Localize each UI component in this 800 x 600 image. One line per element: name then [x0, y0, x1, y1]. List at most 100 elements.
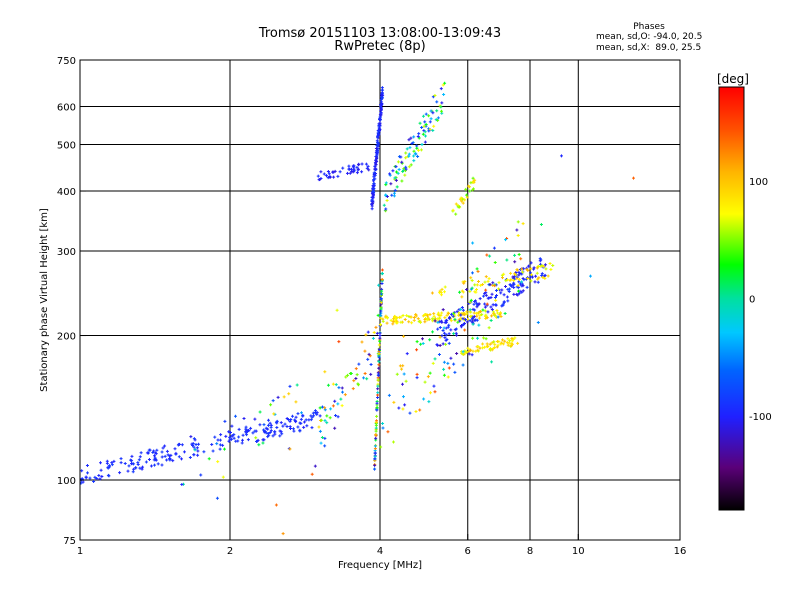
data-point-fourmhz-column [378, 339, 382, 343]
data-point-low-band-O [188, 456, 192, 460]
data-point-F-trace-X2 [490, 341, 494, 345]
data-point-F-trace-O [473, 308, 477, 312]
data-point-low-band-O [227, 439, 231, 443]
data-point-low-band-O [266, 427, 270, 431]
data-point-low-band-O [163, 444, 167, 448]
data-point-F-trace-X [385, 316, 389, 320]
data-point-mid-scatter [401, 382, 404, 386]
data-point-low-band-O [86, 471, 90, 475]
data-point-F-trace-O [531, 275, 535, 279]
data-point-fourmhz-column [378, 331, 382, 335]
data-point-low-band-O [106, 473, 110, 477]
data-point-x-hump [473, 178, 477, 182]
colorbar-ticks: 100 0 -100 [749, 177, 772, 423]
data-point-F-trace-X [492, 312, 496, 316]
data-point-low-band-sparse [272, 412, 276, 416]
data-point-F-trace-X3 [551, 264, 555, 268]
data-point-low-band-O [138, 466, 142, 470]
data-point-spread-F-mix [429, 117, 433, 121]
data-point-fourmhz-column [379, 292, 383, 296]
data-point-spread-F-mix [435, 109, 439, 113]
data-point-F-trace-X [445, 313, 449, 317]
data-point-F-trace-X [443, 316, 447, 320]
data-point-low-band-O [202, 450, 206, 454]
data-point-fourmhz-column [379, 314, 383, 318]
data-point-low-band-sparse [261, 441, 265, 445]
data-point-low-band-O [165, 458, 169, 462]
y-tick-label: 100 [57, 476, 76, 487]
data-point-low-band-O [275, 426, 279, 430]
data-point-spread-F-col [372, 175, 376, 179]
data-point-spread-F-mix [385, 194, 389, 198]
data-point-F-trace-O [533, 280, 537, 284]
data-point-F-trace-O [443, 321, 447, 325]
data-point-low-band-O [80, 469, 84, 473]
data-point-F-trace-O [521, 289, 525, 293]
x-tick-label: 1 [77, 546, 83, 557]
phases-stats-o: mean, sd,O: -94.0, 20.5 [596, 32, 703, 42]
data-point-fourmhz-column [374, 429, 378, 433]
data-point-x-hump [461, 201, 465, 205]
data-point-F-trace-X2 [476, 344, 480, 348]
data-point-F-trace-O [461, 317, 465, 321]
data-point-F-trace-O [450, 312, 454, 316]
colorbar-gradient [718, 86, 745, 511]
data-point-F-trace-O [470, 320, 474, 324]
data-point-rise-3-4 [331, 382, 335, 386]
data-point-low-band-O [246, 428, 250, 432]
data-point-spread-F-tail [328, 176, 332, 180]
data-point-low-band-O [304, 418, 308, 422]
data-point-rise-3-4 [340, 386, 344, 390]
data-point-F-trace-X3 [487, 277, 491, 281]
data-point-mid-scatter [487, 326, 491, 330]
data-point-spread-F-mix [439, 105, 443, 109]
data-point-low-band-O [192, 437, 196, 441]
data-point-F-trace-O [540, 274, 544, 278]
data-point-low-band-O [196, 453, 200, 457]
data-point-low-band-O [119, 461, 123, 465]
data-point-F-trace-X2 [501, 342, 505, 346]
data-point-fourmhz-column [377, 348, 381, 352]
data-point-F-trace-O [444, 338, 448, 342]
data-point-mid-scatter [513, 253, 517, 257]
data-point-x-hump [451, 208, 455, 212]
phases-stats-x: mean, sd,X: 89.0, 25.5 [596, 43, 702, 53]
data-point-F-trace-X3 [541, 275, 545, 279]
data-point-mid-scatter [484, 288, 488, 292]
data-point-low-band-O [232, 433, 236, 437]
x-tick-label: 4 [377, 546, 383, 557]
data-point-low-band-O [119, 457, 123, 461]
data-point-low-band-O [141, 465, 145, 469]
data-point-mid-scatter [508, 287, 512, 291]
data-point-spread-F-tail [347, 167, 351, 171]
data-point-mid-scatter [438, 344, 442, 348]
data-point-spread-F-mix [407, 152, 411, 156]
data-point-F-trace-X2 [506, 337, 510, 341]
data-point-spread-F-tail [341, 166, 345, 170]
data-point-low-band-O [151, 450, 155, 454]
data-point-mid-scatter [452, 362, 456, 366]
data-point-mid-scatter [492, 246, 496, 250]
data-point-F-trace-O [491, 303, 495, 307]
data-point-spread-F-tail [325, 174, 328, 178]
data-point-low-band-O [138, 455, 142, 459]
data-point-F-trace-X3 [516, 284, 520, 288]
data-point-low-band-O [313, 409, 317, 413]
data-point-F-trace-O [444, 333, 448, 337]
data-point-low-band-sparse [323, 370, 327, 374]
data-point-low-band-O [192, 453, 196, 457]
data-point-F-trace-X [412, 316, 416, 320]
data-point-low-band-O [88, 476, 92, 480]
data-point-low-band-sparse [193, 448, 197, 452]
data-point-mid-scatter [521, 222, 525, 226]
data-point-F-trace-X3 [475, 283, 479, 287]
data-point-spread-F-tail [355, 165, 359, 169]
data-point-rise-3-4 [323, 419, 327, 423]
data-point-mid-scatter [442, 360, 446, 364]
data-point-mid-scatter [516, 289, 520, 293]
data-point-F-trace-X2 [481, 346, 485, 350]
data-point-F-trace-O [517, 292, 521, 296]
data-point-spread-F-col [371, 184, 375, 188]
data-point-low-band-O [302, 420, 306, 424]
data-point-mid-scatter [397, 406, 401, 410]
